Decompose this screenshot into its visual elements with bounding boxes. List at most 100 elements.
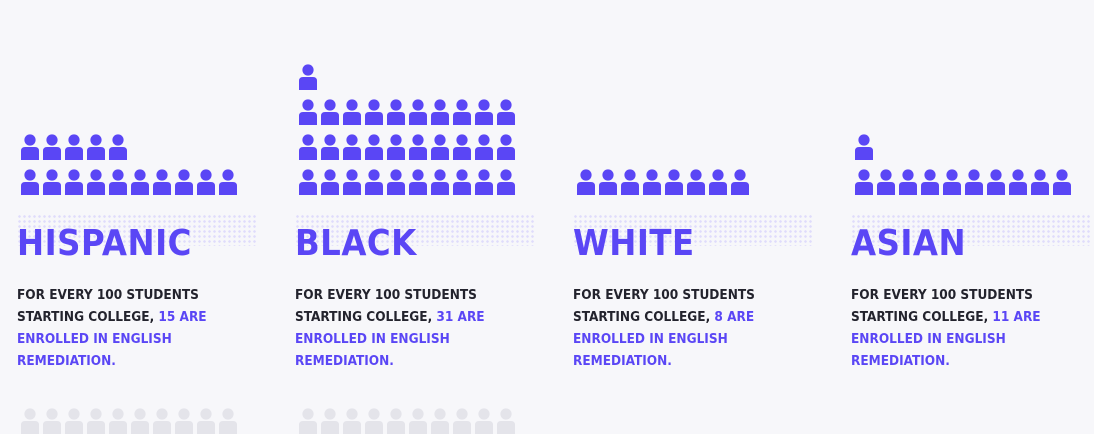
faded-person-icon xyxy=(21,408,39,434)
faded-person-icon xyxy=(153,408,171,434)
person-icon xyxy=(877,169,895,195)
person-icon xyxy=(65,169,83,195)
person-icon xyxy=(409,169,427,195)
person-icon xyxy=(431,99,449,125)
description-lead: FOR EVERY 100 STUDENTS STARTING COLLEGE, xyxy=(295,287,477,325)
dotted-band xyxy=(851,214,1091,246)
person-icon xyxy=(731,169,749,195)
person-icon xyxy=(709,169,727,195)
person-icon xyxy=(219,169,237,195)
faded-person-icon xyxy=(299,408,317,434)
person-icon xyxy=(299,134,317,160)
person-icon xyxy=(1031,169,1049,195)
person-icon-grid xyxy=(21,134,237,195)
group-panel-white: WHITE FOR EVERY 100 STUDENTS STARTING CO… xyxy=(573,0,833,428)
person-icon xyxy=(497,99,515,125)
person-icon xyxy=(409,134,427,160)
person-icon xyxy=(475,99,493,125)
person-icon xyxy=(387,99,405,125)
person-icon xyxy=(965,169,983,195)
description-lead: FOR EVERY 100 STUDENTS STARTING COLLEGE, xyxy=(851,287,1033,325)
dotted-band xyxy=(573,214,813,246)
person-icon xyxy=(175,169,193,195)
person-icon xyxy=(153,169,171,195)
person-icon xyxy=(855,169,873,195)
person-icon xyxy=(577,169,595,195)
person-icon xyxy=(365,99,383,125)
person-icon xyxy=(431,134,449,160)
person-icon xyxy=(131,169,149,195)
person-icon xyxy=(87,134,105,160)
faded-person-icon xyxy=(175,408,193,434)
person-icon xyxy=(365,169,383,195)
person-icon xyxy=(387,134,405,160)
faded-person-icon xyxy=(65,408,83,434)
person-icon xyxy=(65,134,83,160)
person-icon xyxy=(321,99,339,125)
person-icon xyxy=(497,169,515,195)
person-icon xyxy=(365,134,383,160)
person-icon xyxy=(21,169,39,195)
faded-person-icon xyxy=(475,408,493,434)
faded-person-icon xyxy=(343,408,361,434)
person-icon xyxy=(599,169,617,195)
person-icon xyxy=(299,99,317,125)
person-icon-grid xyxy=(855,134,1071,195)
faded-person-icon xyxy=(321,408,339,434)
faded-person-icon xyxy=(387,408,405,434)
description-highlight: 11 ARE ENROLLED IN ENGLISH REMEDIATION. xyxy=(851,309,1041,369)
faded-next-row xyxy=(21,408,515,434)
person-icon xyxy=(665,169,683,195)
faded-person-icon xyxy=(431,408,449,434)
person-icon xyxy=(453,134,471,160)
person-icon xyxy=(109,134,127,160)
person-icon xyxy=(475,169,493,195)
person-icon xyxy=(109,169,127,195)
group-panel-hispanic: HISPANIC FOR EVERY 100 STUDENTS STARTING… xyxy=(17,0,277,428)
description-highlight: 31 ARE ENROLLED IN ENGLISH REMEDIATION. xyxy=(295,309,485,369)
faded-person-icon xyxy=(43,408,61,434)
group-description: FOR EVERY 100 STUDENTS STARTING COLLEGE,… xyxy=(573,284,823,372)
person-icon xyxy=(921,169,939,195)
person-icon xyxy=(343,169,361,195)
person-icon xyxy=(1009,169,1027,195)
faded-person-icon xyxy=(409,408,427,434)
person-icon-grid xyxy=(299,64,515,195)
person-icon xyxy=(943,169,961,195)
faded-person-icon xyxy=(219,408,237,434)
person-icon xyxy=(43,169,61,195)
faded-person-icon xyxy=(87,408,105,434)
person-icon xyxy=(475,134,493,160)
person-icon xyxy=(899,169,917,195)
person-icon xyxy=(621,169,639,195)
faded-person-icon xyxy=(453,408,471,434)
person-icon xyxy=(343,99,361,125)
person-icon xyxy=(87,169,105,195)
person-icon xyxy=(453,169,471,195)
person-icon xyxy=(321,169,339,195)
description-lead: FOR EVERY 100 STUDENTS STARTING COLLEGE, xyxy=(17,287,199,325)
dotted-band xyxy=(295,214,535,246)
group-panel-asian: ASIAN FOR EVERY 100 STUDENTS STARTING CO… xyxy=(851,0,1094,428)
person-icon-grid xyxy=(577,169,749,195)
person-icon xyxy=(1053,169,1071,195)
person-icon xyxy=(321,134,339,160)
person-icon xyxy=(497,134,515,160)
faded-person-icon xyxy=(365,408,383,434)
faded-person-icon xyxy=(197,408,215,434)
group-description: FOR EVERY 100 STUDENTS STARTING COLLEGE,… xyxy=(295,284,545,372)
person-icon xyxy=(987,169,1005,195)
description-highlight: 8 ARE ENROLLED IN ENGLISH REMEDIATION. xyxy=(573,309,755,369)
group-description: FOR EVERY 100 STUDENTS STARTING COLLEGE,… xyxy=(17,284,267,372)
faded-person-icon xyxy=(109,408,127,434)
faded-person-icon xyxy=(131,408,149,434)
person-icon xyxy=(197,169,215,195)
group-label: WHITE xyxy=(573,223,695,264)
person-icon xyxy=(687,169,705,195)
group-label: HISPANIC xyxy=(17,223,192,264)
description-lead: FOR EVERY 100 STUDENTS STARTING COLLEGE, xyxy=(573,287,755,325)
group-label: BLACK xyxy=(295,223,417,264)
faded-person-icon xyxy=(497,408,515,434)
person-icon xyxy=(43,134,61,160)
group-panel-black: BLACK FOR EVERY 100 STUDENTS STARTING CO… xyxy=(295,0,555,428)
